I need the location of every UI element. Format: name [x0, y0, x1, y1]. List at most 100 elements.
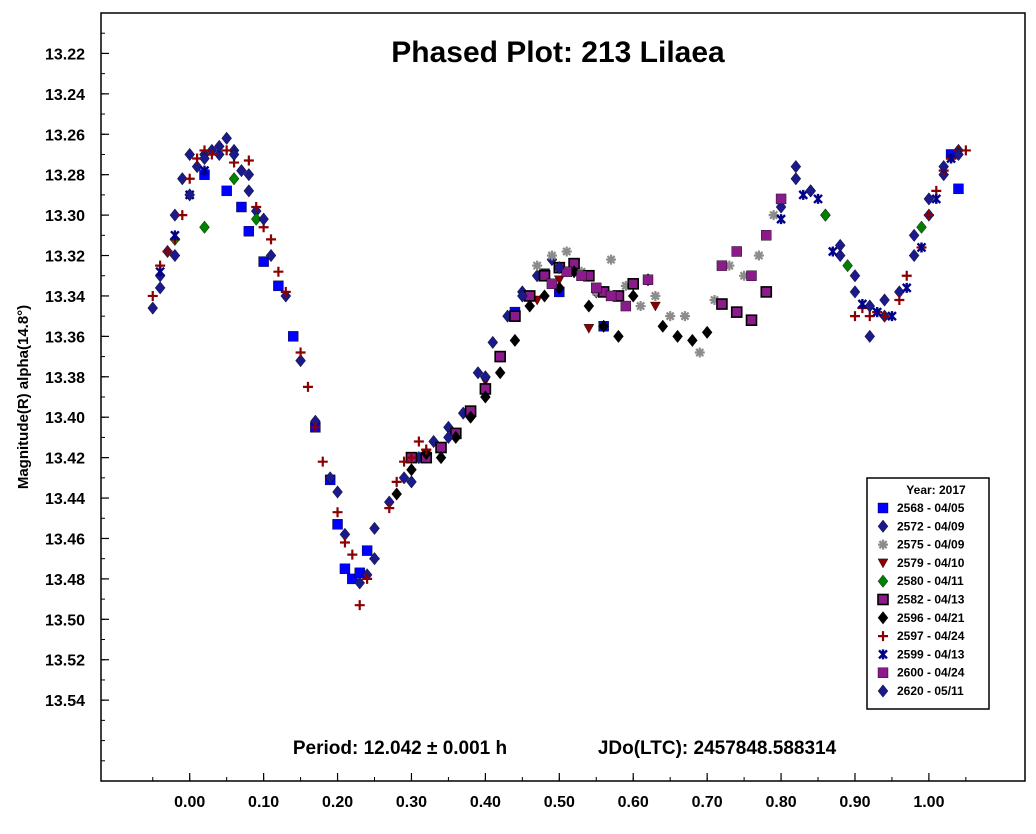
data-point: [228, 147, 240, 162]
data-point: [694, 347, 705, 358]
y-tick-label-8: 13.38: [45, 370, 85, 387]
y-tick-label-6: 13.34: [45, 289, 85, 306]
y-tick-label-15: 13.52: [45, 653, 85, 670]
x-tick-label-1: 0.10: [248, 794, 279, 811]
legend-marker-4: [877, 574, 889, 588]
data-point: [443, 430, 454, 444]
data-point: [206, 149, 217, 160]
x-tick-label-4: 0.40: [470, 794, 501, 811]
data-point: [709, 294, 720, 305]
data-point: [591, 282, 602, 294]
data-point: [620, 280, 631, 291]
x-tick-label-6: 0.60: [618, 794, 649, 811]
data-point: [598, 319, 609, 333]
data-point: [739, 270, 750, 281]
data-point: [324, 471, 336, 485]
data-point: [834, 238, 846, 252]
data-point: [406, 475, 417, 489]
data-point: [687, 333, 698, 347]
data-point: [532, 260, 543, 271]
data-point: [399, 456, 410, 467]
legend-entry-9: 2600 - 04/24: [897, 666, 965, 680]
data-point: [169, 208, 181, 222]
y-tick-label-7: 13.36: [45, 329, 85, 346]
data-point: [177, 210, 188, 221]
data-point: [369, 521, 380, 535]
data-point: [635, 301, 646, 312]
y-tick-label-1: 13.24: [45, 87, 85, 104]
data-point: [849, 269, 861, 283]
y-tick-label-0: 13.22: [45, 46, 85, 63]
data-point: [745, 314, 758, 327]
legend-marker-1: [877, 519, 889, 533]
data-point: [642, 274, 654, 285]
data-point: [775, 193, 787, 205]
data-point: [162, 246, 173, 257]
data-point: [761, 230, 772, 241]
data-point: [908, 248, 920, 263]
data-point: [154, 281, 166, 295]
data-point: [827, 246, 838, 257]
data-point: [250, 212, 262, 226]
data-point: [199, 151, 210, 166]
x-tick-label-2: 0.20: [322, 794, 353, 811]
data-point: [406, 452, 417, 463]
data-point: [605, 290, 617, 302]
y-tick-label-13: 13.48: [45, 572, 85, 589]
data-point: [546, 278, 558, 290]
legend-entry-1: 2572 - 04/09: [897, 519, 965, 533]
data-point: [421, 444, 432, 455]
data-point: [480, 370, 491, 384]
data-point: [413, 436, 424, 447]
data-point: [384, 503, 395, 514]
data-point: [539, 289, 550, 303]
y-tick-label-16: 13.54: [45, 693, 85, 710]
data-point: [170, 230, 180, 241]
data-point: [546, 250, 557, 261]
legend-marker-3: [877, 558, 889, 569]
data-point: [480, 390, 491, 404]
data-point: [887, 311, 897, 322]
data-point: [650, 301, 661, 312]
legend-entry-8: 2599 - 04/13: [897, 647, 965, 661]
data-point: [894, 294, 905, 305]
data-point: [243, 168, 255, 182]
legend-entry-7: 2597 - 04/24: [897, 629, 965, 643]
data-point: [509, 333, 521, 347]
data-point: [221, 131, 232, 145]
data-point: [790, 172, 802, 186]
data-point: [243, 155, 254, 166]
data-point: [517, 289, 528, 303]
data-point: [435, 441, 447, 454]
data-point: [310, 422, 321, 433]
data-point: [347, 573, 358, 585]
data-point: [753, 250, 764, 261]
data-point: [236, 201, 247, 213]
data-point: [236, 164, 247, 178]
data-point: [362, 573, 373, 584]
data-point: [273, 266, 284, 277]
data-point: [221, 185, 232, 197]
data-point: [472, 366, 484, 380]
data-point: [665, 311, 676, 322]
data-point: [435, 451, 447, 465]
y-tick-label-2: 13.26: [45, 127, 85, 144]
series-9: [546, 193, 787, 312]
data-point: [295, 354, 306, 368]
data-point: [724, 260, 735, 271]
data-point: [184, 188, 195, 202]
data-point: [280, 286, 291, 297]
data-point: [191, 160, 203, 174]
data-point: [849, 311, 860, 322]
data-point: [746, 270, 757, 281]
x-tick-label-5: 0.50: [544, 794, 575, 811]
y-tick-label-11: 13.44: [45, 491, 85, 508]
x-tick-label-9: 0.90: [839, 794, 870, 811]
data-point: [317, 456, 328, 467]
legend-marker-7: [878, 631, 888, 642]
data-point: [147, 290, 158, 301]
data-point: [916, 220, 927, 234]
period-label: Period: 12.042 ± 0.001 h: [293, 738, 507, 759]
data-point: [214, 139, 225, 153]
legend-marker-2: [878, 539, 888, 550]
